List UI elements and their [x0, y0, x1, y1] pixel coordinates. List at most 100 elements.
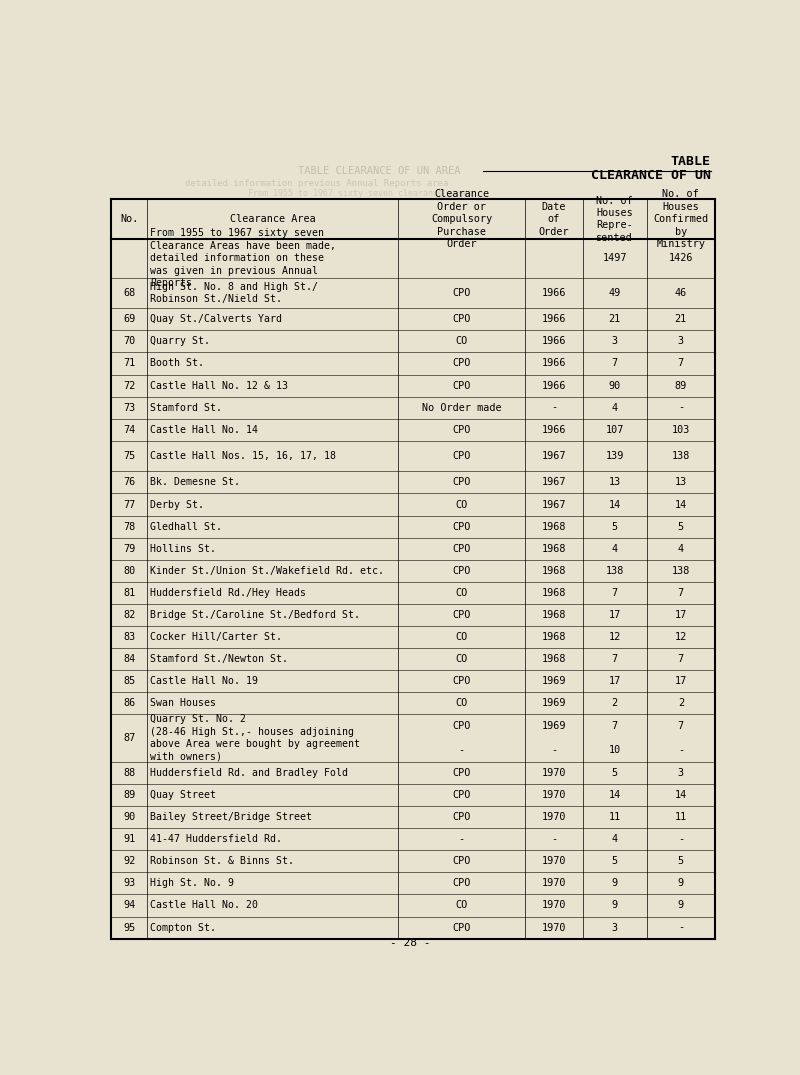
Text: 82: 82 — [123, 610, 135, 619]
Text: 90: 90 — [123, 813, 135, 822]
Text: 3: 3 — [611, 922, 618, 932]
Text: 1966: 1966 — [542, 358, 566, 369]
Text: 21: 21 — [609, 314, 621, 325]
Text: Clearance Area: Clearance Area — [230, 214, 315, 225]
Text: CPO: CPO — [453, 878, 471, 888]
Text: 1968: 1968 — [542, 632, 566, 642]
Text: -: - — [678, 402, 684, 413]
Text: 1426: 1426 — [669, 254, 693, 263]
Text: 2: 2 — [678, 698, 684, 707]
Text: 13: 13 — [609, 477, 621, 487]
Text: 9: 9 — [611, 878, 618, 888]
Text: Kinder St./Union St./Wakefield Rd. etc.: Kinder St./Union St./Wakefield Rd. etc. — [150, 565, 384, 575]
Text: CPO: CPO — [453, 922, 471, 932]
Text: 76: 76 — [123, 477, 135, 487]
Text: 7: 7 — [611, 588, 618, 598]
Text: 1968: 1968 — [542, 654, 566, 663]
Text: CPO: CPO — [453, 452, 471, 461]
Text: 4: 4 — [611, 402, 618, 413]
Text: 1970: 1970 — [542, 922, 566, 932]
Text: 71: 71 — [123, 358, 135, 369]
Text: 17: 17 — [609, 610, 621, 619]
Text: 5: 5 — [611, 521, 618, 531]
Text: 7: 7 — [678, 588, 684, 598]
Text: CPO: CPO — [453, 314, 471, 325]
Text: CO: CO — [455, 901, 468, 911]
Text: CPO

-: CPO - — [453, 720, 471, 756]
Text: 73: 73 — [123, 402, 135, 413]
Text: Clearance
Order or
Compulsory
Purchase
Order: Clearance Order or Compulsory Purchase O… — [431, 189, 492, 249]
Text: 1969: 1969 — [542, 676, 566, 686]
Text: Derby St.: Derby St. — [150, 500, 204, 510]
Text: TABLE CLEARANCE OF UN AREA: TABLE CLEARANCE OF UN AREA — [298, 167, 460, 176]
Text: 92: 92 — [123, 857, 135, 866]
Text: CO: CO — [455, 336, 468, 346]
Text: Swan Houses: Swan Houses — [150, 698, 216, 707]
Text: 70: 70 — [123, 336, 135, 346]
Text: 1968: 1968 — [542, 588, 566, 598]
Text: 9: 9 — [678, 878, 684, 888]
Text: No Order made: No Order made — [422, 402, 502, 413]
Text: 1967: 1967 — [542, 477, 566, 487]
Text: 94: 94 — [123, 901, 135, 911]
Text: CPO: CPO — [453, 676, 471, 686]
Text: 7: 7 — [611, 358, 618, 369]
Text: 1968: 1968 — [542, 565, 566, 575]
Text: Castle Hall No. 19: Castle Hall No. 19 — [150, 676, 258, 686]
Text: CO: CO — [455, 632, 468, 642]
Text: TABLE: TABLE — [670, 156, 710, 169]
Text: CPO: CPO — [453, 857, 471, 866]
Text: 14: 14 — [674, 500, 687, 510]
Text: 68: 68 — [123, 288, 135, 298]
Text: 3: 3 — [678, 336, 684, 346]
Text: 4: 4 — [611, 834, 618, 844]
Text: CPO: CPO — [453, 358, 471, 369]
Text: 14: 14 — [609, 790, 621, 800]
Text: Huddersfield Rd./Hey Heads: Huddersfield Rd./Hey Heads — [150, 588, 306, 598]
Text: 78: 78 — [123, 521, 135, 531]
Text: Booth St.: Booth St. — [150, 358, 204, 369]
Text: 11: 11 — [609, 813, 621, 822]
Text: 7

10: 7 10 — [609, 720, 621, 756]
Text: No. of
Houses
Repre-
sented: No. of Houses Repre- sented — [596, 196, 633, 243]
Text: 1966: 1966 — [542, 336, 566, 346]
Text: CPO: CPO — [453, 477, 471, 487]
Text: 3: 3 — [678, 769, 684, 778]
Text: 93: 93 — [123, 878, 135, 888]
Text: CPO: CPO — [453, 381, 471, 390]
Text: CPO: CPO — [453, 769, 471, 778]
Text: 1970: 1970 — [542, 813, 566, 822]
Text: Castle Hall No. 12 & 13: Castle Hall No. 12 & 13 — [150, 381, 288, 390]
Text: CPO: CPO — [453, 521, 471, 531]
Text: 1966: 1966 — [542, 425, 566, 434]
Text: Bailey Street/Bridge Street: Bailey Street/Bridge Street — [150, 813, 312, 822]
Text: 83: 83 — [123, 632, 135, 642]
Text: 17: 17 — [674, 676, 687, 686]
Text: No. of
Houses
Confirmed
by
Ministry: No. of Houses Confirmed by Ministry — [654, 189, 708, 249]
Text: From 1955 to 1967 sixty seven clearance areas: From 1955 to 1967 sixty seven clearance … — [248, 188, 473, 198]
Text: 85: 85 — [123, 676, 135, 686]
Text: Castle Hall No. 14: Castle Hall No. 14 — [150, 425, 258, 434]
Text: CLEARANCE OF UN: CLEARANCE OF UN — [590, 169, 710, 182]
Text: 7: 7 — [678, 654, 684, 663]
Text: Hollins St.: Hollins St. — [150, 544, 216, 554]
Text: 1967: 1967 — [542, 452, 566, 461]
Text: Huddersfield Rd. and Bradley Fold: Huddersfield Rd. and Bradley Fold — [150, 769, 348, 778]
Text: Quarry St. No. 2
(28-46 High St.,- houses adjoining
above Area were bought by ag: Quarry St. No. 2 (28-46 High St.,- house… — [150, 715, 360, 762]
Text: 1970: 1970 — [542, 769, 566, 778]
Text: - 28 -: - 28 - — [390, 938, 430, 948]
Text: 5: 5 — [611, 857, 618, 866]
Text: CPO: CPO — [453, 544, 471, 554]
Text: 21: 21 — [674, 314, 687, 325]
Text: 80: 80 — [123, 565, 135, 575]
Text: detailed information previous Annual Reports area: detailed information previous Annual Rep… — [186, 178, 449, 188]
Text: 91: 91 — [123, 834, 135, 844]
Text: 9: 9 — [611, 901, 618, 911]
Text: CPO: CPO — [453, 790, 471, 800]
Text: High St. No. 9: High St. No. 9 — [150, 878, 234, 888]
Text: CO: CO — [455, 654, 468, 663]
Text: CPO: CPO — [453, 610, 471, 619]
Text: 1970: 1970 — [542, 901, 566, 911]
Text: No.: No. — [120, 214, 138, 225]
Text: Gledhall St.: Gledhall St. — [150, 521, 222, 531]
